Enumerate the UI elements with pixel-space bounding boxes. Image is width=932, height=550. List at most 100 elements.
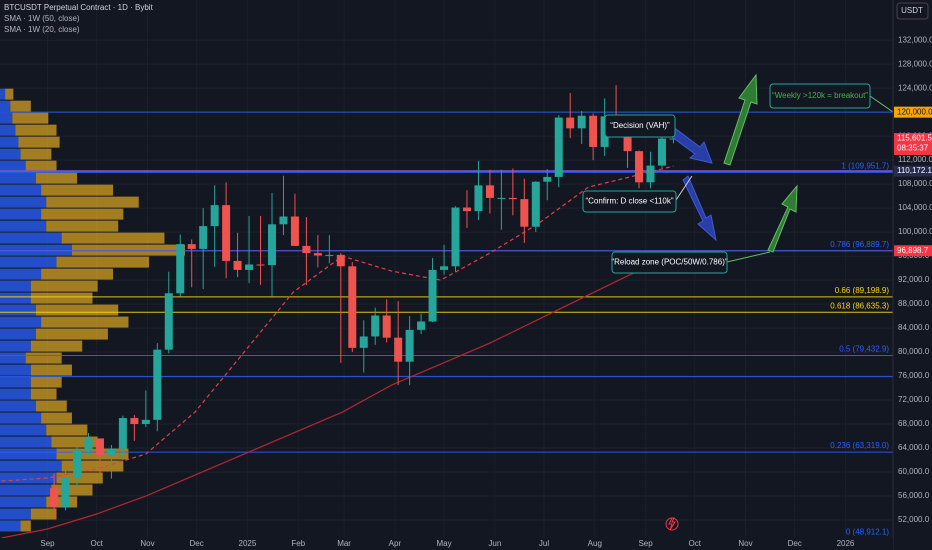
level-label: 1 (109,951.7)	[841, 162, 889, 171]
candle-body	[118, 418, 127, 449]
x-tick-label: Mar	[337, 539, 351, 548]
profile-bar	[41, 316, 129, 328]
profile-bar	[20, 148, 52, 160]
candle-body	[543, 176, 552, 182]
candle-body	[508, 197, 517, 200]
annotation-box	[582, 190, 677, 213]
profile-bar	[30, 292, 93, 304]
candle-body	[95, 438, 104, 456]
legend-entry: SMA · 1W (50, close)	[4, 14, 80, 23]
candle-body	[302, 245, 311, 254]
candle-body	[84, 438, 93, 451]
x-tick-label: Nov	[140, 539, 154, 548]
profile-bar	[41, 208, 124, 220]
candle-body	[646, 165, 655, 183]
annotations: “Weekly >120k = breakout” “Decision (VAH)…	[582, 83, 871, 274]
y-tick-label: 52,000.0	[898, 515, 930, 524]
profile-bar	[0, 136, 19, 148]
candle-body	[669, 138, 678, 140]
y-tick-label: 64,000.0	[898, 443, 930, 452]
profile-bar	[0, 208, 42, 220]
profile-bar	[0, 220, 47, 232]
profile-bar	[0, 304, 36, 316]
price-label-box	[894, 106, 932, 118]
candle-body	[130, 418, 139, 425]
x-tick-label: Oct	[90, 539, 103, 548]
level-label: 0.618 (86,635.3)	[830, 301, 889, 310]
profile-bar	[0, 100, 11, 112]
y-tick-label: 124,000.0	[898, 83, 932, 92]
y-tick-label: 128,000.0	[898, 59, 932, 68]
profile-bar	[0, 436, 52, 448]
annotation-text: “Weekly >120k = breakout”	[772, 91, 868, 100]
currency-box[interactable]	[896, 2, 929, 20]
candle-body	[245, 264, 254, 270]
candle-body	[290, 216, 299, 246]
profile-bar	[56, 256, 150, 268]
x-tick-label: Jun	[488, 539, 501, 548]
y-tick-label: 56,000.0	[898, 491, 930, 500]
annotation-text: “Reload zone (POC/50W/0.786)”	[611, 258, 727, 267]
profile-bar	[0, 460, 62, 472]
candle-body	[589, 115, 598, 147]
profile-bar	[71, 244, 185, 256]
candle-body	[187, 244, 196, 249]
profile-bar	[25, 352, 62, 364]
profile-bar	[30, 364, 72, 376]
profile-bar	[0, 184, 42, 196]
profile-bar	[5, 88, 14, 100]
x-tick-label: Sep	[40, 539, 55, 548]
candle-body	[199, 226, 208, 249]
profile-bar	[46, 424, 88, 436]
candle-body	[222, 205, 231, 261]
profile-bar	[0, 508, 31, 520]
profile-bar	[0, 496, 47, 508]
level-label: 0.786 (96,889.7)	[830, 240, 889, 249]
profile-bar	[0, 112, 13, 124]
candle-body	[107, 448, 116, 456]
profile-bar	[0, 232, 62, 244]
arrow-blue	[682, 175, 717, 242]
profile-bar	[18, 136, 60, 148]
event-icon	[665, 517, 679, 531]
profile-bar	[46, 220, 119, 232]
profile-bar	[51, 484, 93, 496]
profile-bar	[0, 412, 42, 424]
candle-body	[554, 117, 563, 177]
price-label: 120,000.0	[897, 107, 932, 116]
y-tick-label: 84,000.0	[898, 323, 930, 332]
profile-bar	[41, 268, 114, 280]
profile-bar	[0, 316, 42, 328]
profile-bar	[35, 328, 108, 340]
legend-entry: SMA · 1W (20, close)	[4, 25, 80, 34]
candle-body	[256, 264, 265, 266]
candle-body	[325, 254, 334, 256]
currency[interactable]: USDT	[901, 6, 923, 15]
price-label: 110,172.1	[897, 166, 932, 175]
candle-body	[566, 117, 575, 129]
arrows	[665, 73, 894, 531]
annotation-box	[604, 114, 676, 138]
level-label: 0.5 (79,432.9)	[839, 345, 889, 354]
candle-body	[61, 477, 70, 508]
y-tick-label: 68,000.0	[898, 419, 930, 428]
candle-body	[657, 138, 666, 166]
axis-bg	[893, 0, 932, 550]
profile-bar	[30, 340, 83, 352]
x-tick-label: Sep	[638, 539, 653, 548]
profile-bar	[0, 268, 42, 280]
price-axis: 52,000.0 56,000.0 60,000.0 64,000.0 68,000.0…	[892, 0, 932, 550]
candle-body	[210, 205, 219, 227]
chart-title: BTCUSDT Perpetual Contract · 1D · Bybit	[4, 3, 154, 12]
x-tick-label: Dec	[190, 539, 204, 548]
profile-bar	[41, 412, 72, 424]
arrow-green	[767, 184, 798, 253]
profile-bar	[35, 172, 78, 184]
y-tick-label: 100,000.0	[898, 227, 932, 236]
profile-bar	[0, 160, 26, 172]
profile-bar	[30, 376, 62, 388]
profile-bar	[0, 280, 31, 292]
profile-bar	[0, 448, 57, 460]
